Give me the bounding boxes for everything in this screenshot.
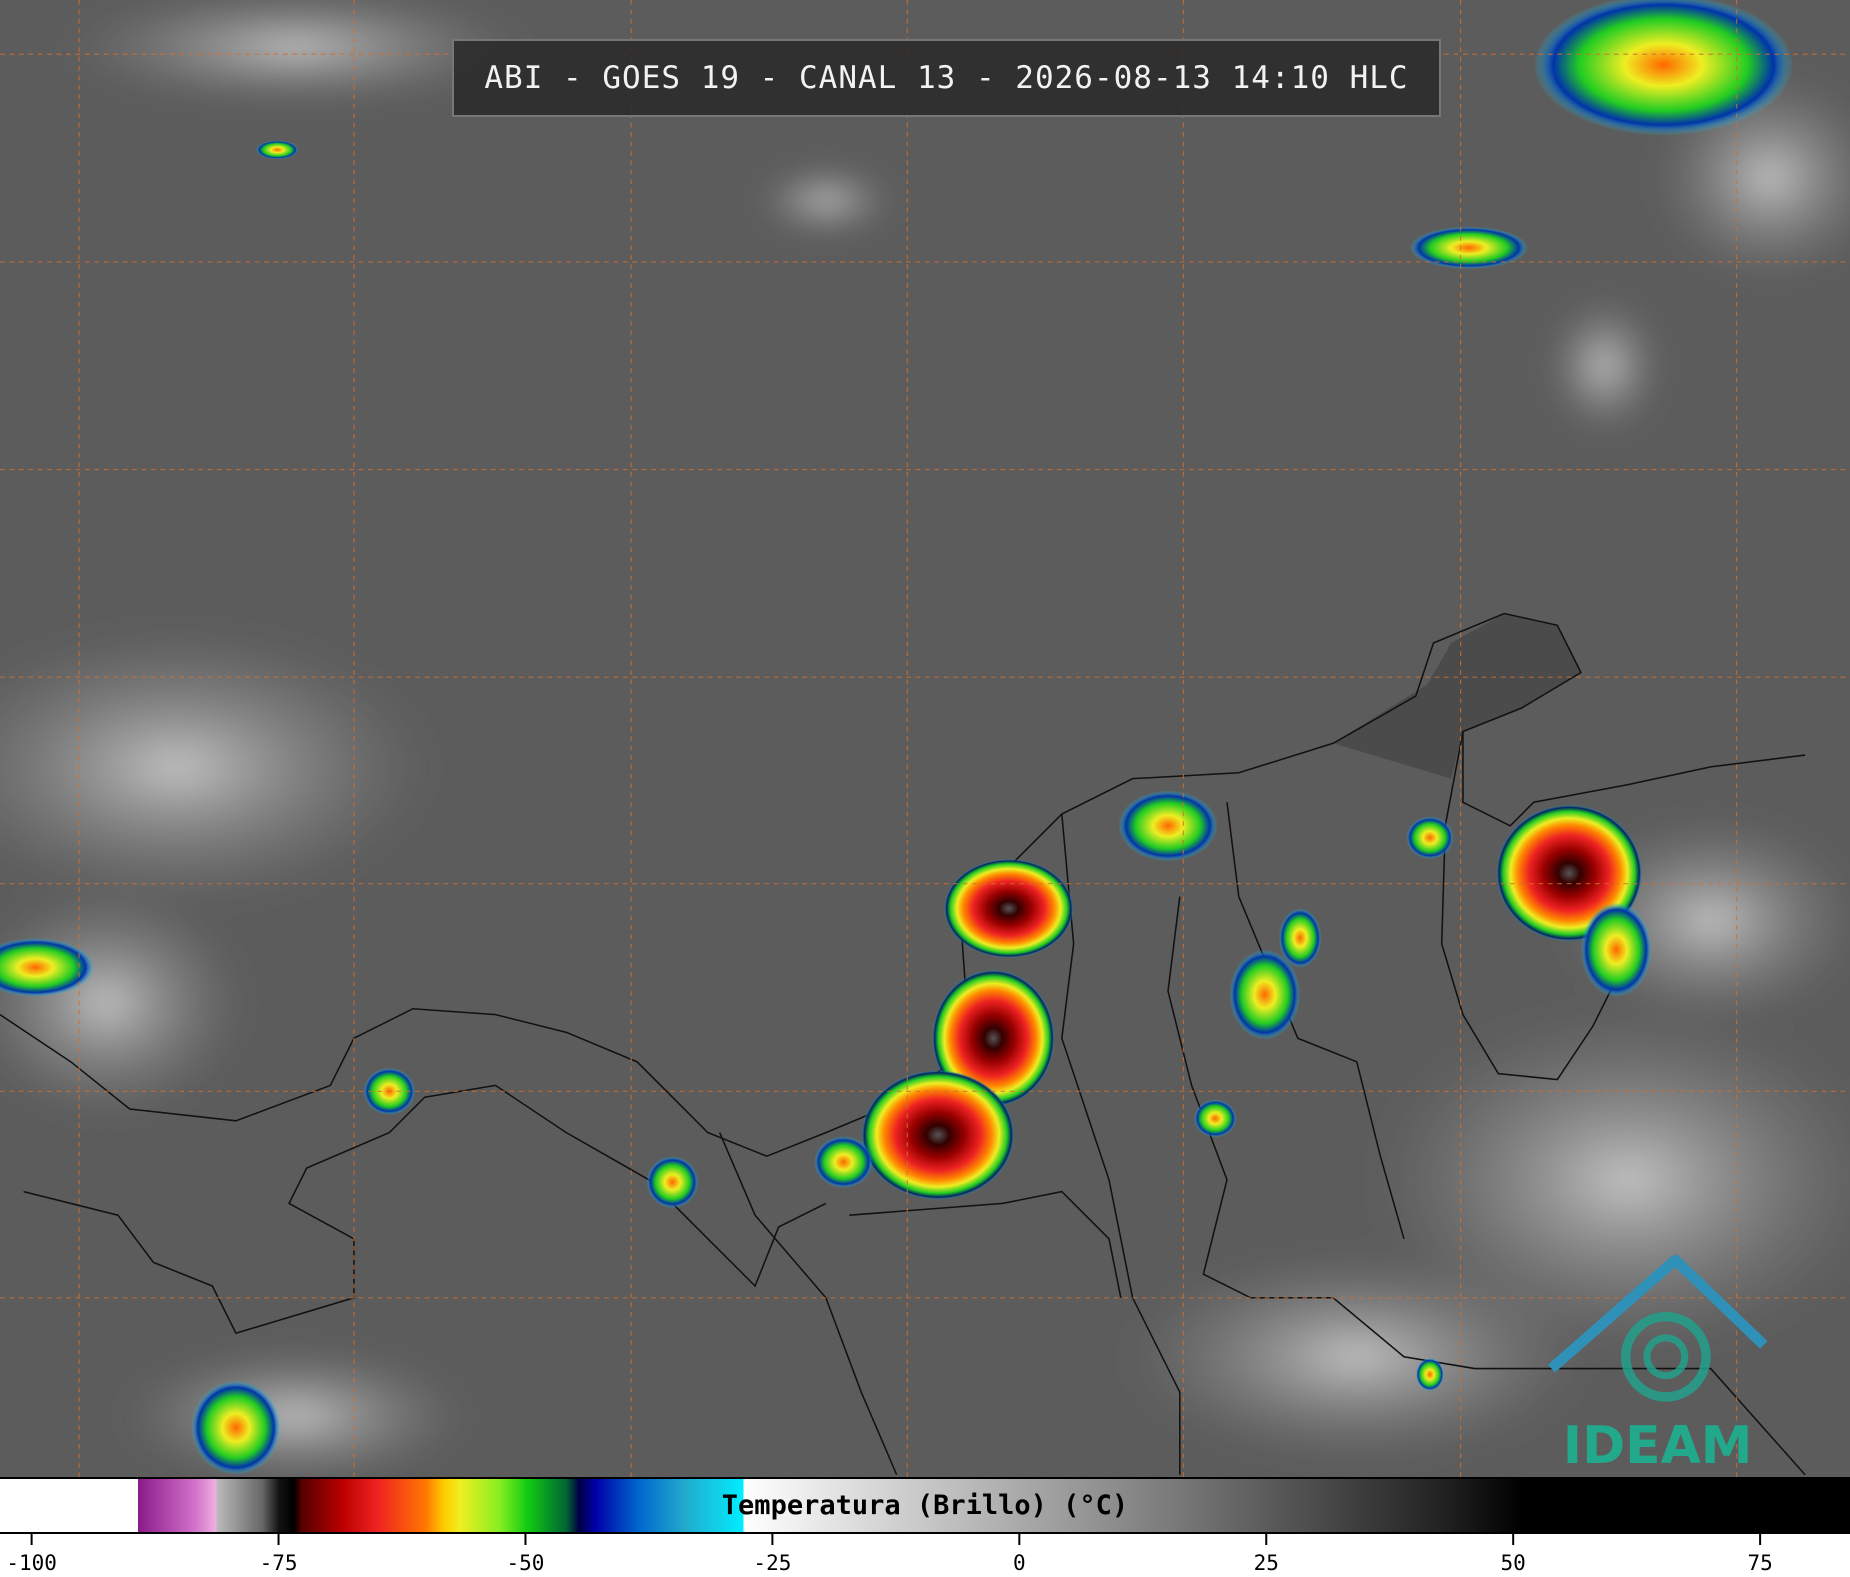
- colorbar: [0, 1477, 1850, 1534]
- logo: IDEAM: [1547, 1254, 1768, 1476]
- colorbar-axis: -100 -75 -50 -25 0 25 50 75: [6, 1534, 1773, 1575]
- map: IDEAM: [0, 0, 1850, 1477]
- tick-label: -100: [6, 1551, 57, 1575]
- title: ABI - GOES 19 - CANAL 13 - 2026-08-13 14…: [452, 39, 1441, 117]
- tick-label: 50: [1501, 1551, 1526, 1575]
- tick-label: -50: [506, 1551, 544, 1575]
- colorbar-label-text: Temperatura (Brillo) (°C): [721, 1490, 1129, 1521]
- logo-text: IDEAM: [1563, 1416, 1753, 1476]
- tick-label: -75: [260, 1551, 298, 1575]
- tick-label: 0: [1013, 1551, 1026, 1575]
- tick-label: -25: [753, 1551, 791, 1575]
- colorbar-label: Temperatura (Brillo) (°C): [0, 1477, 1850, 1534]
- tick-label: 75: [1747, 1551, 1772, 1575]
- tick-label: 25: [1254, 1551, 1279, 1575]
